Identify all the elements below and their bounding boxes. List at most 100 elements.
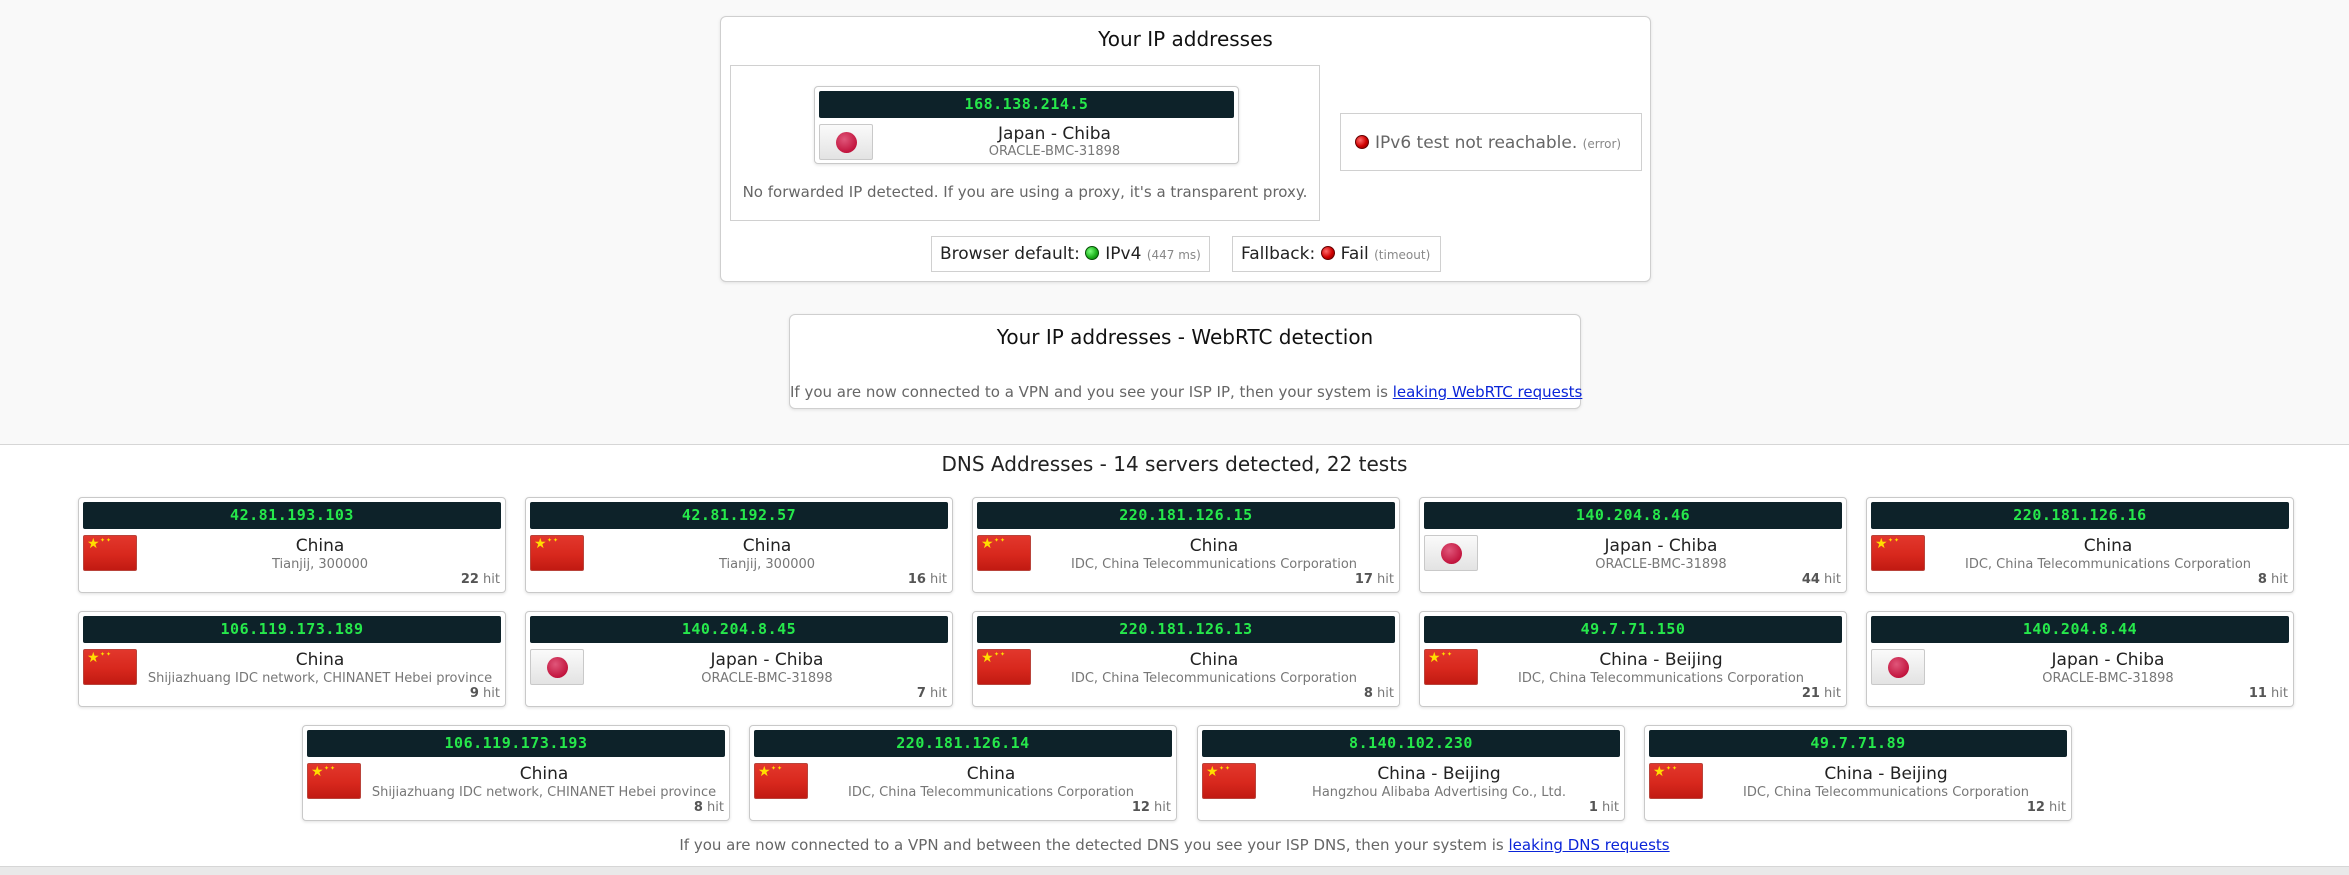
dns-server-ip: 220.181.126.16: [1871, 502, 2289, 529]
jp-flag-icon: [1871, 649, 1925, 685]
dns-server-isp: Hangzhou Alibaba Advertising Co., Ltd.: [1258, 785, 1620, 800]
dns-server-hits: 22 hit: [461, 572, 500, 587]
dns-server-hit-suffix: hit: [930, 572, 947, 587]
ipv6-error-note: (error): [1583, 137, 1621, 151]
dns-server-country: China - Beijing: [1480, 650, 1842, 670]
dns-server-country: China: [810, 764, 1172, 784]
dns-server-isp: Shijiazhuang IDC network, CHINANET Hebei…: [363, 785, 725, 800]
ip-addresses-panel: Your IP addresses 168.138.214.5 Japan - …: [720, 16, 1651, 282]
dns-server-hit-count: 12: [2027, 800, 2045, 815]
dns-server-hits: 44 hit: [1802, 572, 1841, 587]
dns-server-card: 106.119.173.189ChinaShijiazhuang IDC net…: [78, 611, 506, 707]
dns-note: If you are now connected to a VPN and be…: [0, 836, 2349, 854]
dns-server-hit-suffix: hit: [2271, 686, 2288, 701]
dns-server-hit-suffix: hit: [483, 686, 500, 701]
cn-flag-icon: [307, 763, 361, 799]
dns-server-hit-suffix: hit: [1377, 572, 1394, 587]
dns-server-country: China - Beijing: [1258, 764, 1620, 784]
dns-server-ip: 106.119.173.193: [307, 730, 725, 757]
dns-server-hit-suffix: hit: [2271, 572, 2288, 587]
dns-server-isp: IDC, China Telecommunications Corporatio…: [810, 785, 1172, 800]
dns-server-hits: 8 hit: [694, 800, 724, 815]
dns-server-country: China: [1927, 536, 2289, 556]
dns-server-hit-suffix: hit: [1824, 686, 1841, 701]
dns-server-ip: 140.204.8.45: [530, 616, 948, 643]
jp-flag-icon: [1424, 535, 1478, 571]
cn-flag-icon: [83, 535, 137, 571]
dns-server-isp: Shijiazhuang IDC network, CHINANET Hebei…: [139, 671, 501, 686]
dns-server-hits: 16 hit: [908, 572, 947, 587]
dns-server-hit-count: 8: [694, 800, 703, 815]
dns-server-hits: 11 hit: [2249, 686, 2288, 701]
dns-server-hit-suffix: hit: [1602, 800, 1619, 815]
dns-server-hit-count: 7: [917, 686, 926, 701]
webrtc-panel-title: Your IP addresses - WebRTC detection: [790, 325, 1580, 349]
dns-server-hits: 12 hit: [2027, 800, 2066, 815]
dns-server-country: China: [1033, 650, 1395, 670]
dns-server-ip: 220.181.126.13: [977, 616, 1395, 643]
dns-server-card: 220.181.126.14ChinaIDC, China Telecommun…: [749, 725, 1177, 821]
ipv4-isp: ORACLE-BMC-31898: [875, 144, 1234, 159]
dns-server-hit-count: 12: [1132, 800, 1150, 815]
dns-server-hits: 17 hit: [1355, 572, 1394, 587]
dns-server-hits: 9 hit: [470, 686, 500, 701]
dns-note-text: If you are now connected to a VPN and be…: [679, 836, 1503, 854]
dns-server-hits: 7 hit: [917, 686, 947, 701]
dns-server-hit-count: 21: [1802, 686, 1820, 701]
dns-server-hits: 8 hit: [2258, 572, 2288, 587]
fallback-badge: Fallback: Fail (timeout): [1232, 236, 1441, 272]
dns-server-isp: ORACLE-BMC-31898: [1927, 671, 2289, 686]
dns-server-isp: ORACLE-BMC-31898: [586, 671, 948, 686]
ipv4-card: 168.138.214.5 Japan - Chiba ORACLE-BMC-3…: [814, 86, 1239, 164]
dns-server-hit-count: 8: [1364, 686, 1373, 701]
dns-server-ip: 49.7.71.150: [1424, 616, 1842, 643]
dns-server-hit-suffix: hit: [1154, 800, 1171, 815]
cn-flag-icon: [1649, 763, 1703, 799]
red-status-dot-icon: [1321, 246, 1335, 260]
jp-flag-icon: [819, 124, 873, 160]
dns-server-hits: 21 hit: [1802, 686, 1841, 701]
dns-server-country: China: [363, 764, 725, 784]
dns-server-hit-suffix: hit: [2049, 800, 2066, 815]
dns-server-country: China: [139, 536, 501, 556]
webrtc-note: If you are now connected to a VPN and yo…: [790, 383, 1580, 401]
dns-server-country: China - Beijing: [1705, 764, 2067, 784]
cn-flag-icon: [754, 763, 808, 799]
ipv6-status-text: IPv6 test not reachable.: [1375, 133, 1577, 153]
dns-server-isp: Tianjij, 300000: [586, 557, 948, 572]
dns-server-hit-suffix: hit: [1824, 572, 1841, 587]
dns-server-hit-suffix: hit: [707, 800, 724, 815]
ipv4-box: 168.138.214.5 Japan - Chiba ORACLE-BMC-3…: [730, 65, 1320, 221]
dns-server-isp: IDC, China Telecommunications Corporatio…: [1705, 785, 2067, 800]
ipv4-address: 168.138.214.5: [819, 91, 1234, 118]
dns-server-hits: 8 hit: [1364, 686, 1394, 701]
cn-flag-icon: [977, 535, 1031, 571]
dns-server-card: 140.204.8.44 Japan - Chiba ORACLE-BMC-3189…: [1866, 611, 2294, 707]
ipv6-status: IPv6 test not reachable. (error): [1355, 133, 1621, 153]
fallback-value: Fail: [1341, 244, 1369, 264]
dns-server-ip: 220.181.126.15: [977, 502, 1395, 529]
dns-server-country: China: [1033, 536, 1395, 556]
dns-server-hit-count: 16: [908, 572, 926, 587]
dns-server-country: Japan - Chiba: [586, 650, 948, 670]
dns-server-country: Japan - Chiba: [1927, 650, 2289, 670]
dns-section: DNS Addresses - 14 servers detected, 22 …: [0, 444, 2349, 867]
dns-server-hits: 12 hit: [1132, 800, 1171, 815]
cn-flag-icon: [1202, 763, 1256, 799]
cn-flag-icon: [83, 649, 137, 685]
dns-server-hit-count: 9: [470, 686, 479, 701]
ipv4-location: Japan - Chiba: [875, 124, 1234, 144]
cn-flag-icon: [530, 535, 584, 571]
dns-server-isp: IDC, China Telecommunications Corporatio…: [1480, 671, 1842, 686]
leaking-dns-link[interactable]: leaking DNS requests: [1508, 836, 1669, 854]
browser-default-value: IPv4: [1105, 244, 1141, 264]
leaking-webrtc-link[interactable]: leaking WebRTC requests: [1393, 383, 1583, 401]
dns-server-country: China: [139, 650, 501, 670]
dns-server-hit-suffix: hit: [930, 686, 947, 701]
dns-server-isp: ORACLE-BMC-31898: [1480, 557, 1842, 572]
ip-panel-title: Your IP addresses: [721, 27, 1650, 51]
